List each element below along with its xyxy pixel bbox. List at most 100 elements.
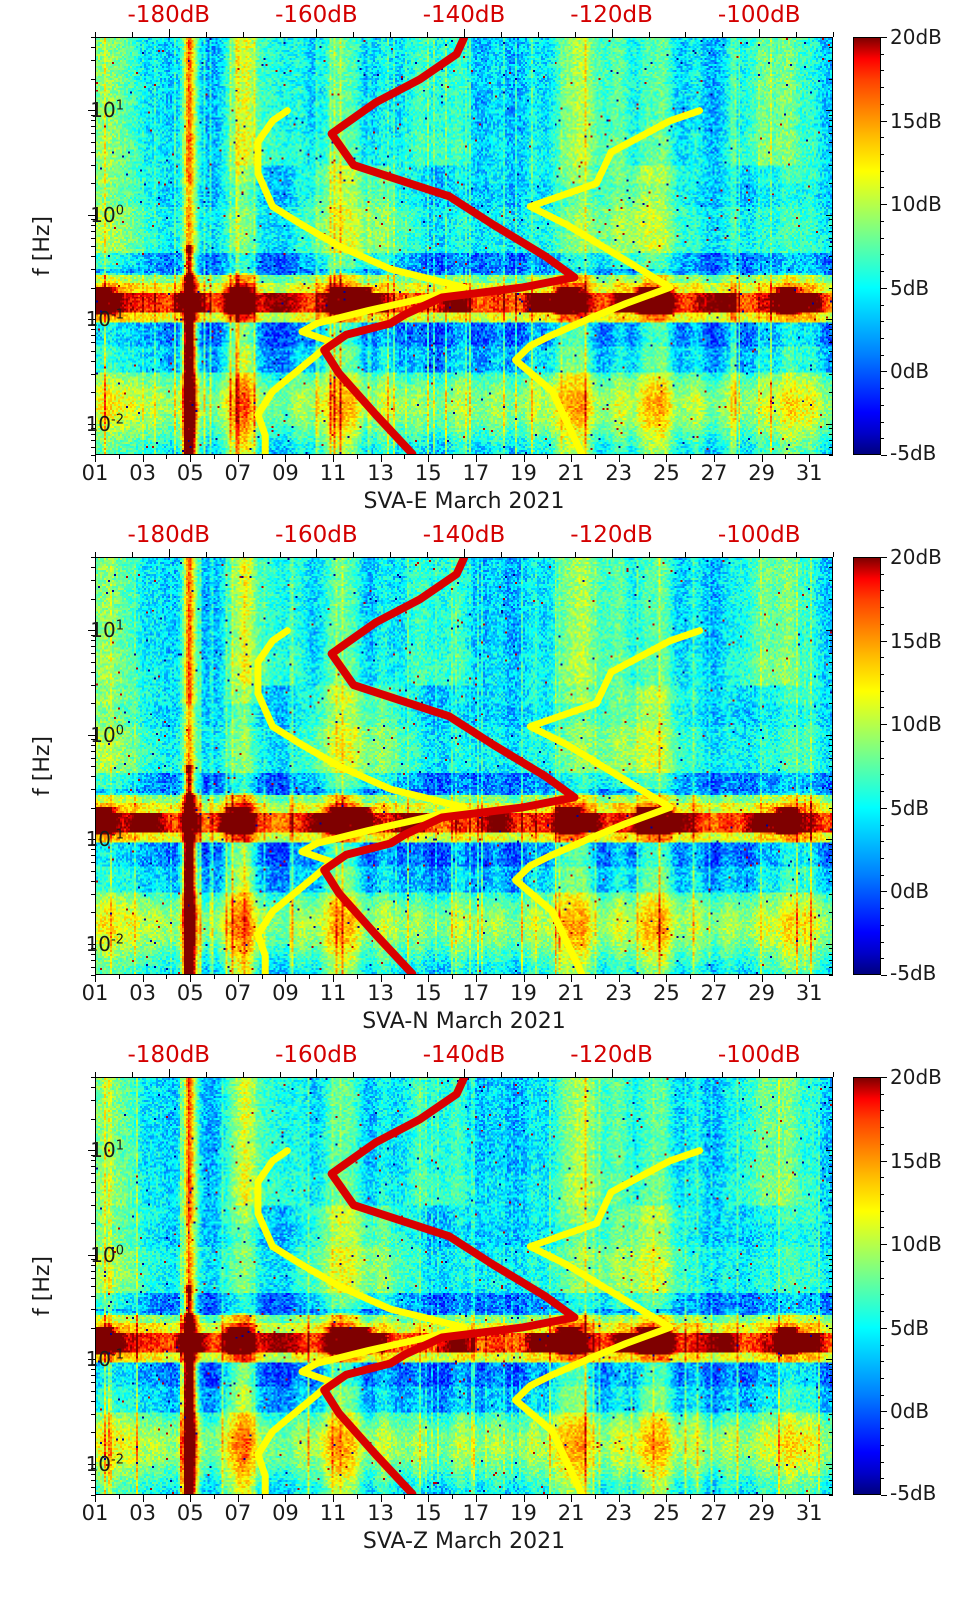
x-axis-label-day: 05 bbox=[176, 461, 204, 485]
y-tick bbox=[88, 1150, 95, 1152]
x-tick-bottom bbox=[356, 1495, 358, 1499]
y-tick-right bbox=[829, 219, 833, 221]
x-tick-bottom bbox=[737, 1495, 739, 1499]
y-tick bbox=[88, 214, 95, 216]
y-tick bbox=[91, 1468, 95, 1470]
y-tick-right bbox=[829, 114, 833, 116]
y-tick bbox=[91, 948, 95, 950]
x-tick-bottom bbox=[166, 455, 168, 459]
y-axis-label: 100 bbox=[90, 1242, 124, 1267]
colorbar-1 bbox=[853, 37, 881, 455]
x-tick-bottom bbox=[261, 975, 263, 979]
x-axis-label-day: 01 bbox=[81, 461, 109, 485]
y-tick-right bbox=[829, 1160, 833, 1162]
y-tick bbox=[91, 598, 95, 600]
colorbar-minor-tick bbox=[881, 1444, 884, 1446]
colorbar-label: 5dB bbox=[890, 795, 930, 820]
x-tick-top-db bbox=[611, 1069, 613, 1077]
x-tick-top-db bbox=[537, 1072, 539, 1077]
y-tick bbox=[91, 323, 95, 325]
y-tick-right bbox=[829, 433, 833, 435]
y-tick-right bbox=[829, 230, 833, 232]
y-tick-right bbox=[829, 1259, 833, 1261]
x-axis-label-db: -140dB bbox=[422, 1042, 506, 1068]
x-tick-bottom bbox=[690, 455, 692, 459]
x-axis-label-day: 01 bbox=[81, 981, 109, 1005]
colorbar-tick bbox=[881, 120, 887, 122]
y-tick bbox=[91, 246, 95, 247]
x-tick-bottom bbox=[690, 975, 692, 979]
x-tick-bottom bbox=[356, 975, 358, 979]
plot-area-2[interactable] bbox=[95, 557, 833, 975]
y-tick bbox=[91, 428, 95, 430]
panel-title-1: SVA-E March 2021 bbox=[363, 489, 565, 514]
x-tick-bottom bbox=[356, 455, 358, 459]
x-axis-label-db: -100dB bbox=[717, 2, 801, 28]
x-tick-bottom bbox=[285, 1495, 287, 1502]
y-tick bbox=[91, 684, 95, 686]
x-tick-bottom bbox=[285, 455, 287, 462]
colorbar-label: 20dB bbox=[890, 1065, 942, 1089]
x-tick-top-db bbox=[796, 32, 798, 37]
x-axis-label-day: 11 bbox=[319, 461, 347, 485]
colorbar-minor-tick bbox=[881, 1127, 884, 1129]
x-tick-bottom bbox=[499, 1495, 501, 1499]
spectrogram-image-1 bbox=[96, 38, 832, 454]
y-tick bbox=[91, 141, 95, 143]
y-tick-right bbox=[829, 807, 833, 809]
noise-model-overlay-1 bbox=[254, 38, 704, 454]
x-tick-bottom bbox=[214, 975, 216, 979]
colorbar-minor-tick bbox=[881, 590, 884, 592]
x-tick-bottom bbox=[737, 975, 739, 979]
y-tick-right bbox=[829, 1413, 833, 1415]
y-tick bbox=[91, 1327, 95, 1329]
y-tick-right bbox=[829, 776, 833, 778]
y-tick-right bbox=[829, 653, 833, 655]
x-tick-bottom bbox=[785, 1495, 787, 1499]
x-tick-top-db bbox=[131, 32, 133, 37]
y-tick-right bbox=[826, 1150, 833, 1152]
y-tick bbox=[91, 646, 95, 648]
y-tick bbox=[91, 567, 95, 569]
y-tick bbox=[91, 1479, 95, 1481]
y-tick-right bbox=[829, 1204, 833, 1206]
y-tick bbox=[91, 1277, 95, 1279]
colorbar-minor-tick bbox=[881, 254, 884, 256]
x-tick-top-db bbox=[574, 552, 576, 557]
x-tick-bottom bbox=[523, 455, 525, 462]
x-tick-top-db bbox=[205, 1072, 207, 1077]
x-axis-label-day: 21 bbox=[557, 981, 585, 1005]
x-tick-bottom bbox=[642, 975, 644, 979]
x-axis-label-day: 29 bbox=[748, 461, 775, 485]
x-tick-bottom bbox=[309, 975, 311, 979]
y-tick bbox=[88, 1254, 95, 1256]
y-tick bbox=[91, 230, 95, 232]
y-axis-label: 10-1 bbox=[85, 827, 124, 852]
x-tick-top-db bbox=[205, 32, 207, 37]
y-tick-right bbox=[829, 141, 833, 143]
plot-area-3[interactable] bbox=[95, 1077, 833, 1495]
x-tick-bottom bbox=[190, 975, 192, 982]
y-tick-right bbox=[829, 862, 833, 864]
x-axis-label-day: 07 bbox=[224, 1501, 252, 1525]
colorbar-tick bbox=[881, 204, 887, 206]
y-tick bbox=[91, 634, 95, 636]
y-tick bbox=[91, 1077, 95, 1078]
x-tick-bottom bbox=[594, 975, 596, 979]
colorbar-minor-tick bbox=[881, 1210, 884, 1212]
x-tick-bottom bbox=[594, 1495, 596, 1499]
y-tick-right bbox=[829, 671, 833, 673]
y-tick bbox=[91, 219, 95, 221]
colorbar-label: 0dB bbox=[890, 879, 930, 904]
y-tick-right bbox=[829, 335, 833, 337]
y-tick bbox=[91, 350, 95, 352]
y-tick-right bbox=[829, 789, 833, 791]
y-tick-right bbox=[826, 630, 833, 632]
x-tick-bottom bbox=[404, 455, 406, 459]
x-tick-bottom bbox=[333, 975, 335, 982]
plot-area-1[interactable] bbox=[95, 37, 833, 455]
y-tick-right bbox=[829, 870, 833, 872]
y-tick-right bbox=[829, 78, 833, 80]
colorbar-minor-tick bbox=[881, 1110, 884, 1112]
x-tick-top-db bbox=[279, 1072, 281, 1077]
